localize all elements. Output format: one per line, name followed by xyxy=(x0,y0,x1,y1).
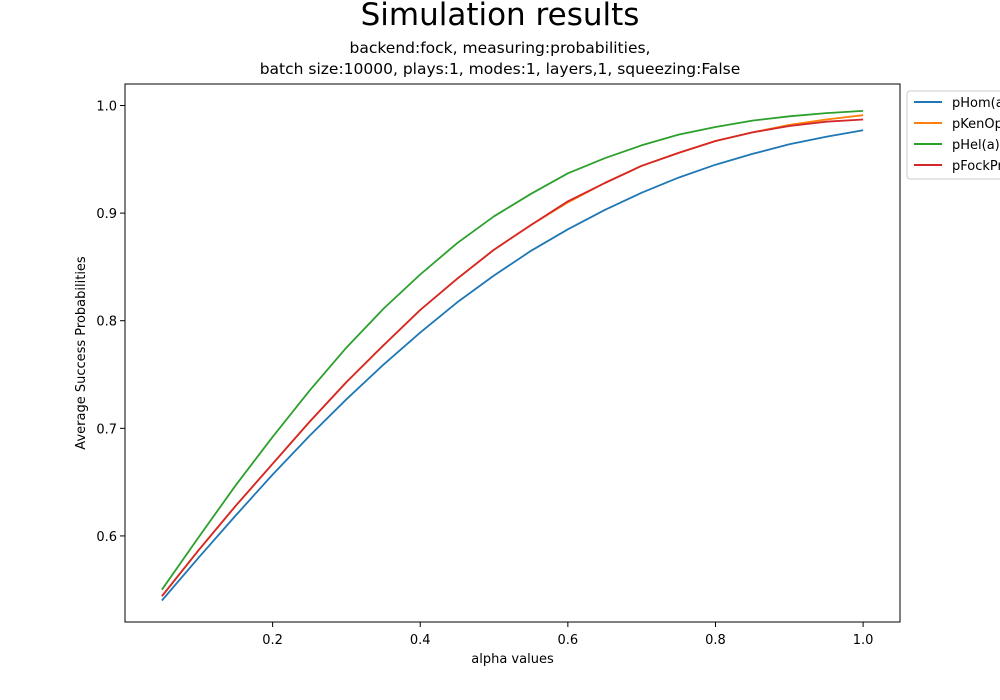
subtitle-line-2: batch size:10000, plays:1, modes:1, laye… xyxy=(259,60,741,78)
x-tick-label: 0.2 xyxy=(262,633,283,648)
series-layer xyxy=(161,110,864,602)
chart-title: Simulation results xyxy=(360,0,640,33)
legend-label: pHom(a) xyxy=(952,96,1000,111)
series-line xyxy=(161,114,864,597)
legend-label: pFockProb(a) xyxy=(952,159,1000,174)
chart-subtitle: backend:fock, measuring:probabilities, b… xyxy=(0,38,1000,80)
y-axis: 0.6 0.7 0.8 0.9 1.0 xyxy=(96,100,125,545)
x-tick-label: 0.8 xyxy=(705,633,726,648)
plot-frame xyxy=(124,83,901,623)
legend-label: pKenOp(a) xyxy=(952,117,1000,132)
legend-label: pHel(a) xyxy=(952,138,1000,153)
series-line xyxy=(161,110,864,591)
y-tick-label: 0.7 xyxy=(96,422,117,437)
y-axis-label: Average Success Probabilities xyxy=(74,256,89,450)
x-axis-label: alpha values xyxy=(471,652,554,667)
y-tick-label: 0.6 xyxy=(96,530,117,545)
x-axis: 0.2 0.4 0.6 0.8 1.0 xyxy=(262,622,873,648)
y-tick-label: 0.8 xyxy=(96,315,117,330)
x-tick-label: 0.6 xyxy=(558,633,579,648)
y-tick-label: 0.9 xyxy=(96,207,117,222)
legend: pHom(a) pKenOp(a) pHel(a) pFockProb(a) xyxy=(906,90,1000,180)
series-line xyxy=(161,129,864,602)
x-tick-label: 1.0 xyxy=(853,633,874,648)
x-tick-label: 0.4 xyxy=(410,633,431,648)
y-tick-label: 1.0 xyxy=(96,100,117,115)
legend-box xyxy=(906,90,1000,180)
subtitle-line-1: backend:fock, measuring:probabilities, xyxy=(349,39,651,57)
series-line xyxy=(161,118,864,597)
